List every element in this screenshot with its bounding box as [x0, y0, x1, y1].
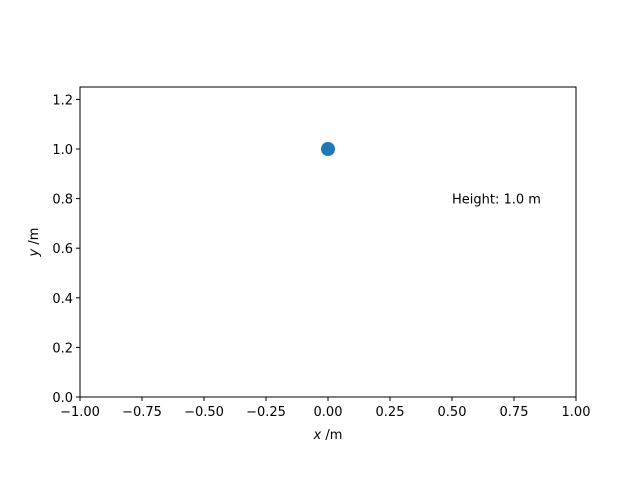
x-tick-label: −0.50 [184, 405, 224, 420]
y-axis-label-var: y [27, 248, 42, 257]
points-group [321, 142, 335, 156]
x-tick-label: −1.00 [60, 405, 100, 420]
plot-area [80, 87, 576, 397]
y-tick-label: 0.0 [52, 391, 73, 406]
height-annotation: Height: 1.0 m [452, 193, 541, 208]
x-tick-label: −0.75 [122, 405, 162, 420]
ticks-group: −1.00 −0.75 −0.50 −0.25 0.00 0.25 0.50 0.75 1.00… [52, 93, 590, 420]
plot-frame [79, 86, 577, 398]
x-tick-label: 0.75 [500, 405, 529, 420]
y-tick-label: 0.4 [52, 292, 73, 307]
x-tick-label: 1.00 [562, 405, 591, 420]
y-axis-label-unit: /m [27, 228, 42, 249]
y-tick-label: 0.6 [52, 242, 73, 257]
y-tick-label: 0.8 [52, 193, 73, 208]
x-tick-label: −0.25 [246, 405, 286, 420]
x-axis-label-unit: /m [321, 428, 342, 443]
y-axis-label: y /m [27, 228, 42, 258]
y-tick-label: 1.0 [52, 143, 73, 158]
data-point [321, 142, 335, 156]
x-tick-label: 0.00 [314, 405, 343, 420]
x-axis-label: x /m [313, 428, 343, 443]
y-tick-label: 0.2 [52, 341, 73, 356]
y-tick-label: 1.2 [52, 93, 73, 108]
x-tick-label: 0.50 [438, 405, 467, 420]
x-tick-label: 0.25 [376, 405, 405, 420]
annotations-group: Height: 1.0 m [452, 193, 541, 208]
x-axis-label-var: x [313, 428, 322, 443]
